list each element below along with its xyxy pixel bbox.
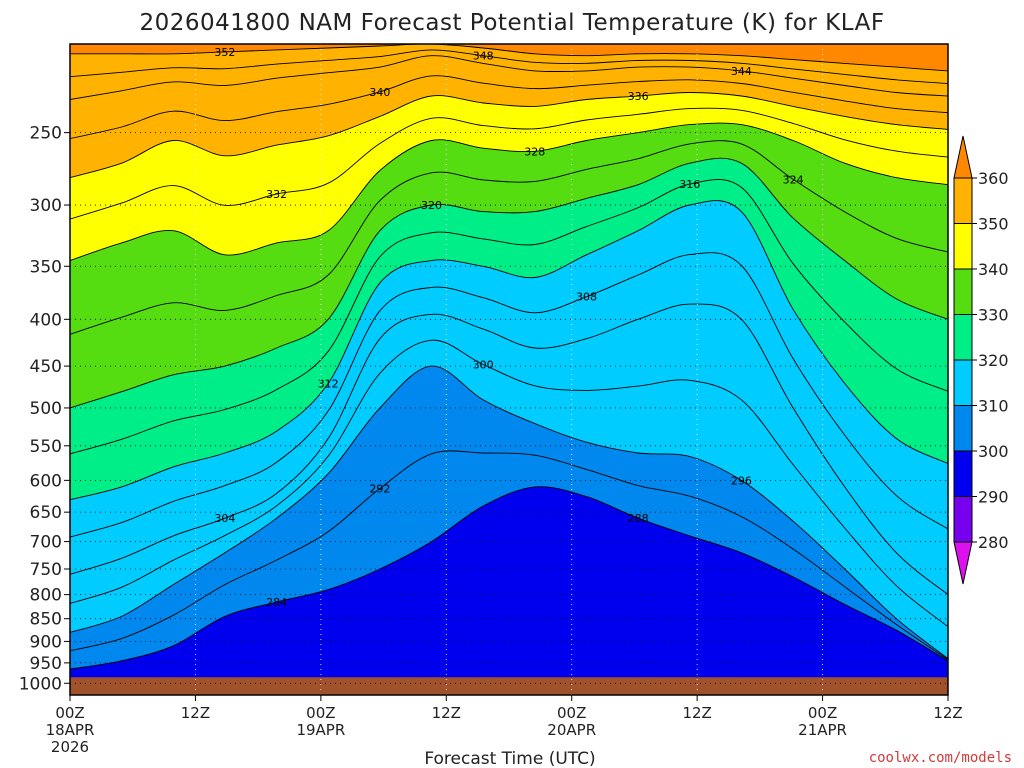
- fill-band-288: [70, 486, 948, 695]
- contour-labels: 352 348 344 340 336 332 328 324 320 316 312 308 304 3…: [214, 46, 803, 609]
- isentrope-340: [70, 75, 948, 140]
- colorbar-tick-label: 330: [978, 306, 1009, 325]
- contour-label: 288: [628, 512, 649, 525]
- x-tick-label: 20APR: [547, 721, 596, 739]
- x-tick-label: 2026: [51, 738, 89, 756]
- x-tick-label: 21APR: [798, 721, 847, 739]
- contour-label: 284: [266, 596, 287, 609]
- isentrope-320: [70, 157, 948, 409]
- x-tick-label: 12Z: [682, 704, 711, 722]
- contour-label: 328: [524, 145, 545, 158]
- colorbar-tick-label: 360: [978, 169, 1009, 188]
- contour-label: 296: [731, 474, 752, 487]
- x-tick-label: 12Z: [181, 704, 210, 722]
- colorbar-tick-label: 320: [978, 351, 1009, 370]
- colorbar-band: [953, 450, 973, 497]
- contour-label: 340: [369, 86, 390, 99]
- x-tick-label: 12Z: [432, 704, 461, 722]
- x-axis-label: Forecast Time (UTC): [424, 749, 595, 768]
- contour-label: 304: [214, 512, 235, 525]
- isentrope-352: [70, 44, 948, 72]
- credit-label: coolwx.com/models: [869, 750, 1012, 766]
- isentrope-lines: [70, 44, 948, 670]
- plot-frame: [69, 43, 949, 696]
- x-tick-label: 12Z: [933, 704, 962, 722]
- y-tick-label: 950: [30, 654, 62, 674]
- x-tick-label: 00Z: [306, 704, 335, 722]
- contour-label: 300: [473, 359, 494, 372]
- colorbar-band: [953, 405, 973, 452]
- contour-label: 316: [679, 178, 700, 191]
- contour-label: 336: [628, 90, 649, 103]
- colorbar-tick-label: 290: [978, 488, 1009, 507]
- colorbar-band: [953, 541, 973, 585]
- y-tick-label: 700: [30, 533, 62, 553]
- colorbar-band: [953, 135, 973, 179]
- contour-label: 332: [266, 188, 287, 201]
- y-tick-label: 900: [30, 632, 62, 652]
- isentrope-348: [70, 49, 948, 84]
- contour-label: 292: [369, 483, 390, 496]
- isentrope-312: [70, 200, 948, 501]
- colorbar-band: [953, 314, 973, 361]
- y-tick-label: 550: [30, 437, 62, 457]
- isentrope-308: [70, 252, 948, 538]
- y-tick-label: 600: [30, 471, 62, 491]
- contour-label: 344: [731, 65, 752, 78]
- x-tick-label: 18APR: [46, 721, 95, 739]
- y-tick-label: 850: [30, 610, 62, 630]
- x-tick-label: 00Z: [557, 704, 586, 722]
- contour-label: 308: [576, 291, 597, 304]
- contour-label: 352: [214, 46, 235, 59]
- y-tick-label: 450: [30, 357, 62, 377]
- colorbar: 360 350 340 330 320 310 300 290 280: [953, 135, 1009, 585]
- isentrope-292: [70, 450, 948, 661]
- plot-area: 352 348 344 340 336 332 328 324 320 316 312 308 304 3…: [70, 44, 948, 695]
- y-tick-label: 1000: [19, 674, 62, 694]
- colorbar-tick-label: 280: [978, 533, 1009, 552]
- contour-label: 320: [421, 199, 442, 212]
- y-tick-label: 250: [30, 124, 62, 144]
- isentrope-344: [70, 55, 948, 100]
- contour-label: 324: [783, 173, 804, 186]
- colorbar-tick-label: 300: [978, 442, 1009, 461]
- y-tick-label: 650: [30, 503, 62, 523]
- colorbar-tick-label: 340: [978, 260, 1009, 279]
- colorbar-band: [953, 496, 973, 543]
- colorbar-band: [953, 268, 973, 315]
- y-tick-label: 400: [30, 310, 62, 330]
- grid: [70, 44, 948, 695]
- isentrope-332: [70, 107, 948, 220]
- y-tick-label: 800: [30, 586, 62, 606]
- x-tick-label: 00Z: [55, 704, 84, 722]
- isentrope-328: [70, 122, 948, 262]
- isentrope-316: [70, 179, 948, 455]
- chart-title: 2026041800 NAM Forecast Potential Temper…: [139, 10, 884, 36]
- colorbar-band: [953, 223, 973, 270]
- isentrope-324: [70, 140, 948, 335]
- y-tick-label: 300: [30, 196, 62, 216]
- x-tick-label: 00Z: [808, 704, 837, 722]
- colorbar-band: [953, 359, 973, 406]
- contour-label: 312: [318, 377, 339, 390]
- contour-label: 348: [473, 50, 494, 63]
- isentrope-304: [70, 303, 948, 595]
- x-tick-label: 19APR: [296, 721, 345, 739]
- y-tick-label: 750: [30, 560, 62, 580]
- isentrope-296: [70, 365, 948, 660]
- colorbar-tick-label: 310: [978, 397, 1009, 416]
- colorbar-tick-label: 350: [978, 215, 1009, 234]
- y-axis: 2503003504004505005506006507007508008509…: [19, 124, 70, 694]
- ground: [70, 677, 948, 695]
- colorbar-band: [953, 177, 973, 224]
- y-tick-label: 500: [30, 399, 62, 419]
- isentrope-300: [70, 339, 948, 628]
- y-tick-label: 350: [30, 257, 62, 277]
- isentrope-336: [70, 92, 948, 179]
